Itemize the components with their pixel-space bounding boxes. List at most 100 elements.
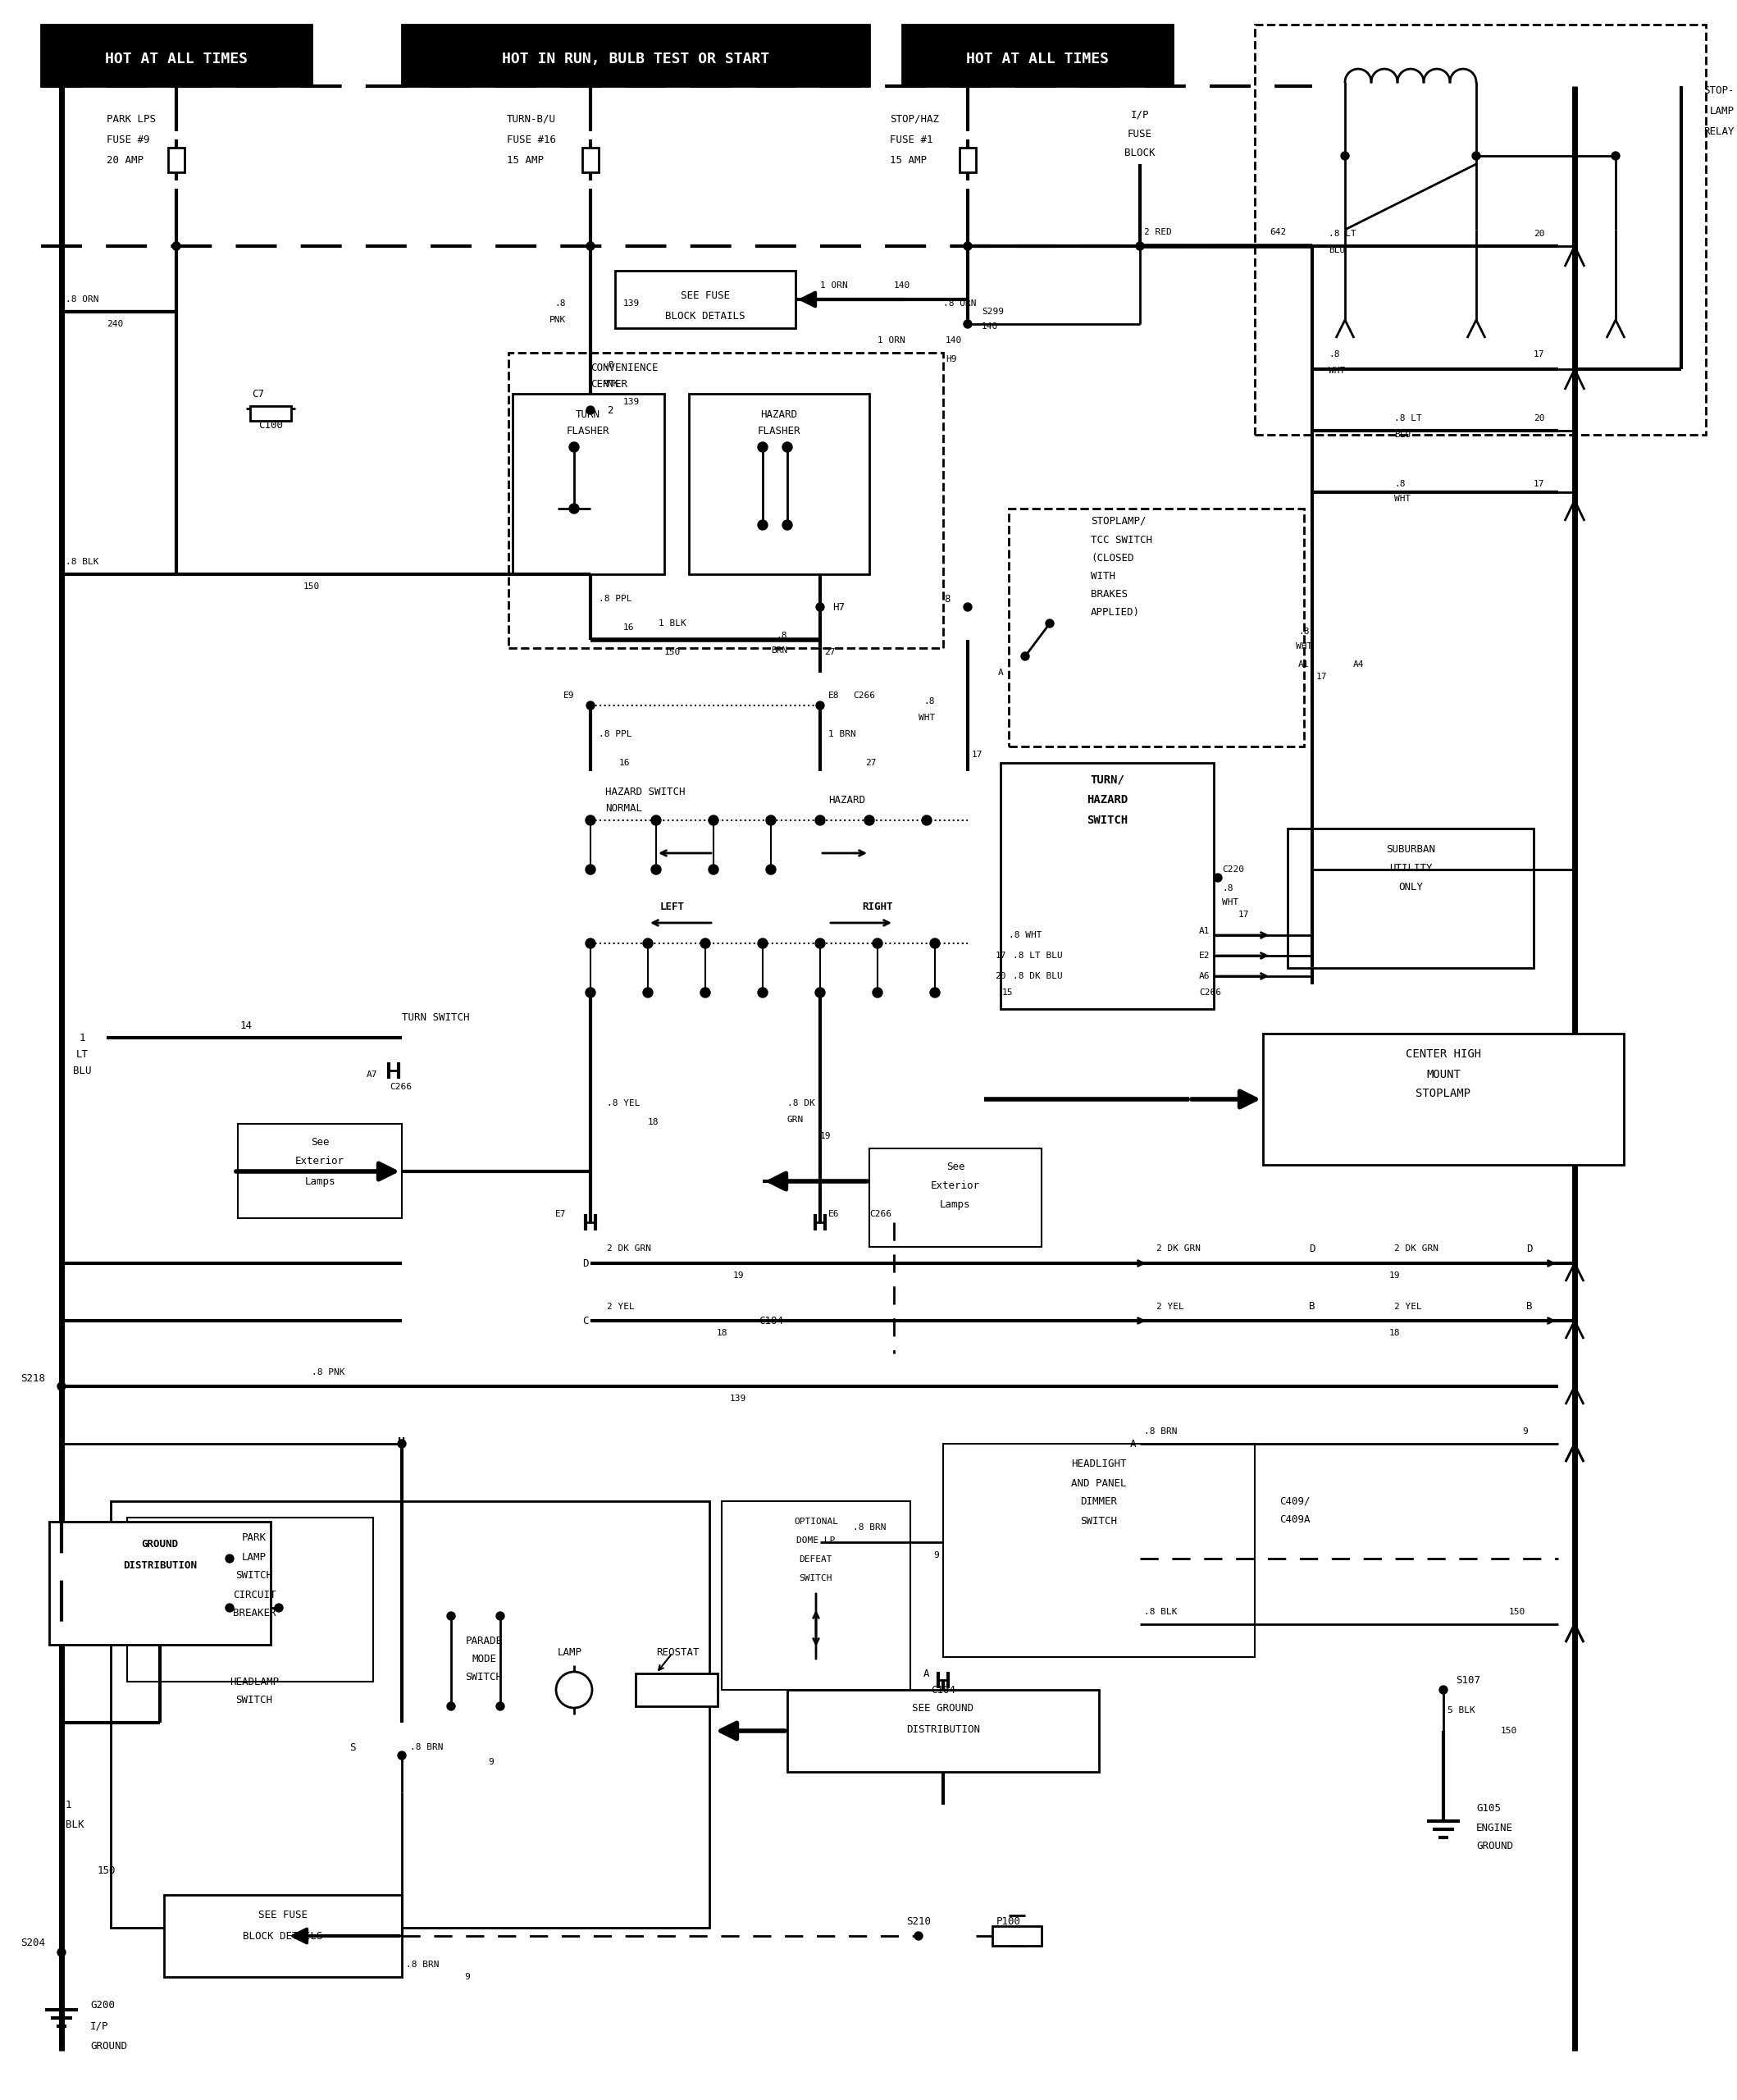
Text: HAZARD: HAZARD — [761, 410, 797, 420]
Text: 2: 2 — [606, 405, 613, 416]
Text: 17: 17 — [995, 951, 1006, 960]
Text: MODE: MODE — [471, 1653, 497, 1663]
Text: H7: H7 — [832, 603, 844, 613]
Circle shape — [815, 987, 825, 997]
Text: LAMP: LAMP — [558, 1648, 582, 1659]
Text: LAMP: LAMP — [1709, 105, 1735, 115]
Text: 9: 9 — [466, 1972, 471, 1980]
Circle shape — [226, 1554, 234, 1562]
Text: RELAY: RELAY — [1704, 126, 1735, 136]
Text: .8 ORN: .8 ORN — [66, 296, 99, 304]
Circle shape — [815, 815, 825, 825]
Circle shape — [964, 242, 971, 250]
Text: 150: 150 — [1509, 1609, 1525, 1617]
Circle shape — [643, 987, 653, 997]
Circle shape — [872, 939, 882, 949]
Text: .8: .8 — [603, 361, 613, 370]
Circle shape — [585, 815, 596, 825]
Text: 20: 20 — [1534, 229, 1544, 237]
Text: WHT: WHT — [1221, 899, 1238, 907]
Circle shape — [556, 1672, 592, 1707]
Text: A4: A4 — [1353, 659, 1364, 668]
Circle shape — [709, 865, 719, 874]
Text: SWITCH: SWITCH — [1080, 1516, 1117, 1527]
Bar — [959, 147, 976, 172]
Bar — [250, 405, 292, 420]
Text: HOT IN RUN, BULB TEST OR START: HOT IN RUN, BULB TEST OR START — [502, 52, 769, 67]
Bar — [1287, 830, 1534, 968]
Text: FLASHER: FLASHER — [757, 426, 801, 437]
Text: NORMAL: NORMAL — [604, 802, 643, 813]
Text: S: S — [349, 1741, 356, 1754]
Circle shape — [766, 865, 776, 874]
Circle shape — [782, 521, 792, 529]
Text: 9: 9 — [488, 1758, 493, 1766]
Text: HAZARD: HAZARD — [829, 794, 865, 804]
Text: 150: 150 — [664, 649, 681, 655]
Bar — [992, 1926, 1042, 1947]
Circle shape — [651, 815, 662, 825]
Circle shape — [929, 939, 940, 949]
Text: 17: 17 — [1534, 481, 1544, 487]
Text: FUSE #9: FUSE #9 — [106, 134, 149, 145]
Text: See: See — [947, 1161, 964, 1172]
Text: BREAKER: BREAKER — [233, 1609, 276, 1619]
Text: .8: .8 — [776, 632, 787, 640]
Text: HEADLAMP: HEADLAMP — [229, 1676, 280, 1686]
Text: D: D — [582, 1258, 589, 1268]
Circle shape — [914, 1932, 922, 1940]
Text: .8: .8 — [554, 300, 566, 307]
Circle shape — [497, 1613, 504, 1619]
Text: ONLY: ONLY — [1398, 882, 1423, 892]
Text: WHT: WHT — [1296, 643, 1311, 651]
Bar — [168, 147, 184, 172]
Text: DISTRIBUTION: DISTRIBUTION — [123, 1560, 196, 1571]
Text: 19: 19 — [820, 1132, 832, 1140]
Circle shape — [816, 603, 825, 611]
Text: A1: A1 — [1299, 659, 1310, 668]
Text: .8: .8 — [1395, 481, 1405, 487]
Text: .8 YEL: .8 YEL — [606, 1098, 641, 1107]
Text: MOUNT: MOUNT — [1426, 1069, 1461, 1079]
Text: 2 DK GRN: 2 DK GRN — [606, 1245, 651, 1252]
Text: I/P: I/P — [1131, 109, 1150, 120]
Text: H9: H9 — [945, 355, 957, 363]
Text: .8 ORN: .8 ORN — [943, 300, 976, 307]
Circle shape — [651, 865, 662, 874]
Text: SWITCH: SWITCH — [1087, 815, 1127, 825]
Circle shape — [585, 865, 596, 874]
Text: 17: 17 — [1317, 672, 1327, 680]
Circle shape — [57, 1949, 66, 1957]
Text: ENGINE: ENGINE — [1476, 1823, 1513, 1833]
Text: .8 BLK: .8 BLK — [66, 559, 99, 567]
Text: SWITCH: SWITCH — [236, 1695, 273, 1705]
Text: CIRCUIT: CIRCUIT — [233, 1590, 276, 1600]
Text: A1: A1 — [1199, 926, 1211, 934]
Text: 20: 20 — [1534, 414, 1544, 422]
Bar — [787, 1691, 1100, 1772]
Text: S107: S107 — [1456, 1674, 1480, 1686]
Text: .8 BRN: .8 BRN — [1145, 1428, 1178, 1436]
Text: E7: E7 — [554, 1210, 566, 1218]
Circle shape — [587, 405, 594, 414]
Text: Lamps: Lamps — [940, 1199, 971, 1210]
Text: G200: G200 — [90, 2001, 115, 2012]
Text: HAZARD: HAZARD — [1087, 794, 1127, 806]
Text: SEE FUSE: SEE FUSE — [681, 290, 730, 300]
Circle shape — [964, 603, 971, 611]
Text: REOSTAT: REOSTAT — [657, 1648, 700, 1659]
Circle shape — [585, 987, 596, 997]
Text: 2 YEL: 2 YEL — [1395, 1302, 1423, 1310]
Text: PARADE: PARADE — [466, 1636, 502, 1646]
Text: 139: 139 — [624, 300, 639, 307]
Text: .8 LT: .8 LT — [1329, 229, 1357, 237]
Text: HOT AT ALL TIMES: HOT AT ALL TIMES — [104, 52, 248, 67]
Circle shape — [587, 701, 594, 710]
Text: 16: 16 — [624, 624, 634, 632]
Circle shape — [816, 701, 825, 710]
Text: S218: S218 — [21, 1373, 45, 1384]
Text: CENTER HIGH: CENTER HIGH — [1405, 1048, 1482, 1061]
Text: BRN: BRN — [771, 647, 787, 655]
Text: 1 BRN: 1 BRN — [829, 731, 856, 739]
Bar — [1001, 762, 1214, 1008]
